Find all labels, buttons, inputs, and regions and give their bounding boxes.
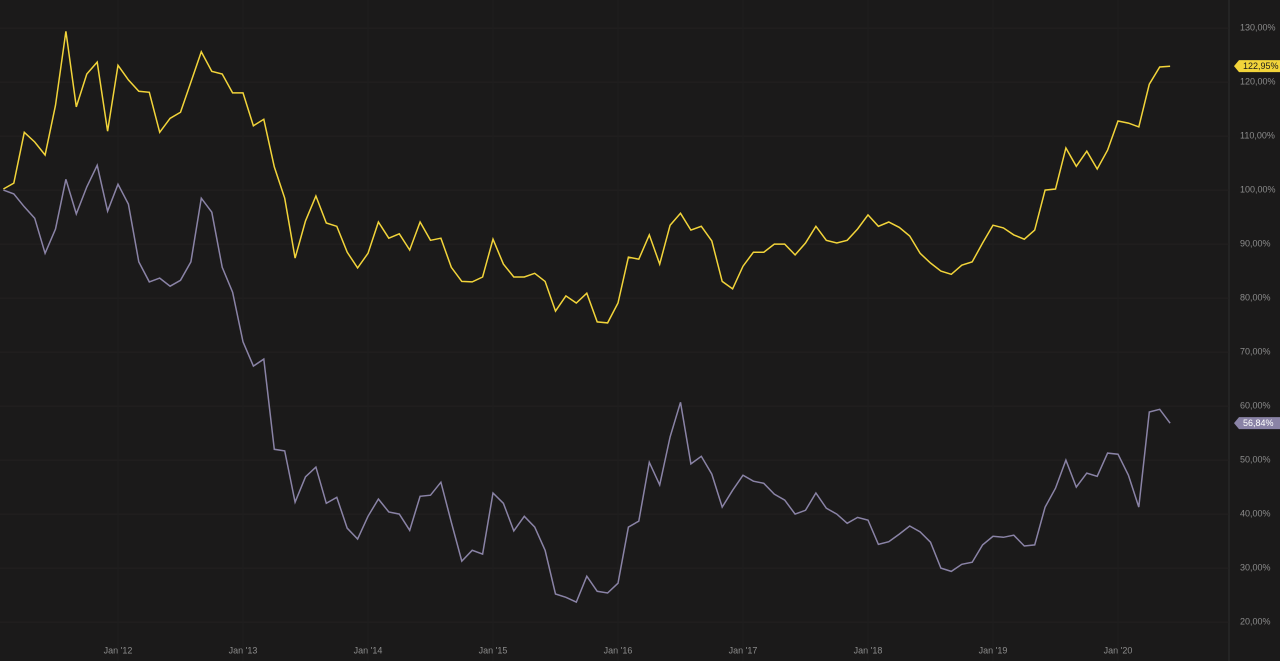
value-label: 122,95%: [1243, 61, 1279, 71]
x-tick-label: Jan '14: [354, 645, 383, 655]
last-value-badge: 56,84%: [1234, 417, 1280, 430]
badge-shape: [1234, 417, 1280, 430]
y-tick-label: 130,00%: [1240, 22, 1276, 32]
last-value-badge: 122,95%: [1234, 60, 1280, 73]
y-tick-label: 50,00%: [1240, 454, 1271, 464]
y-tick-label: 60,00%: [1240, 400, 1271, 410]
y-tick-label: 40,00%: [1240, 508, 1271, 518]
y-tick-label: 110,00%: [1240, 130, 1275, 140]
y-tick-label: 70,00%: [1240, 346, 1271, 356]
x-tick-label: Jan '12: [104, 645, 133, 655]
x-tick-label: Jan '20: [1104, 645, 1133, 655]
x-tick-label: Jan '18: [854, 645, 883, 655]
y-tick-label: 120,00%: [1240, 76, 1276, 86]
line-series: [3, 31, 1171, 324]
x-tick-label: Jan '17: [729, 645, 758, 655]
line-series: [3, 163, 1171, 604]
y-tick-label: 100,00%: [1240, 184, 1276, 194]
y-tick-label: 30,00%: [1240, 562, 1271, 572]
y-tick-label: 90,00%: [1240, 238, 1271, 248]
badge-shape: [1234, 60, 1280, 73]
x-tick-label: Jan '13: [229, 645, 258, 655]
y-tick-label: 80,00%: [1240, 292, 1271, 302]
value-label: 56,84%: [1243, 418, 1274, 428]
x-tick-label: Jan '16: [604, 645, 633, 655]
y-tick-label: 20,00%: [1240, 616, 1271, 626]
x-tick-label: Jan '19: [979, 645, 1008, 655]
x-tick-label: Jan '15: [479, 645, 508, 655]
